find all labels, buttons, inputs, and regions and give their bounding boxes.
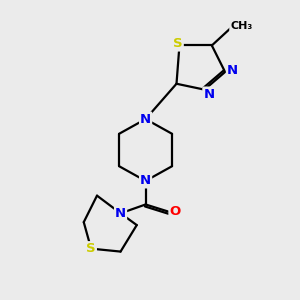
Text: S: S xyxy=(173,38,183,50)
Text: CH₃: CH₃ xyxy=(230,21,252,31)
Text: N: N xyxy=(203,88,214,100)
Text: N: N xyxy=(115,207,126,220)
Text: N: N xyxy=(227,64,238,77)
Text: N: N xyxy=(140,112,151,126)
Text: S: S xyxy=(86,242,96,255)
Text: O: O xyxy=(169,205,181,218)
Text: N: N xyxy=(140,174,151,188)
